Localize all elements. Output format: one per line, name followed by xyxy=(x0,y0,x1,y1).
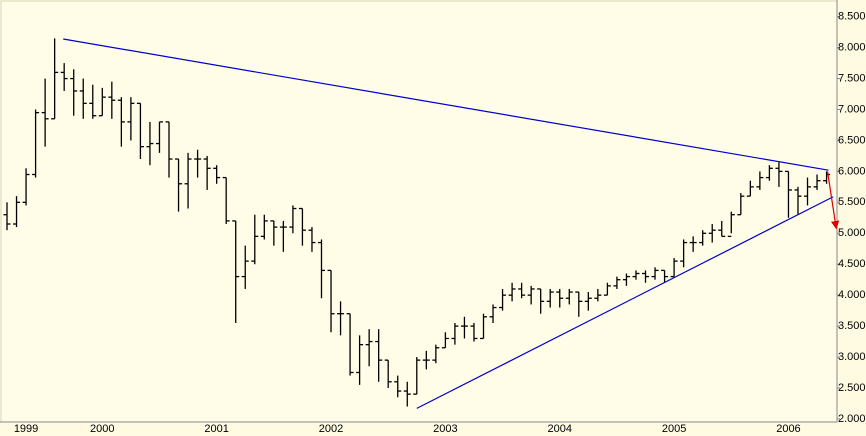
trendline xyxy=(416,196,834,409)
x-tick-label: 2000 xyxy=(90,423,114,435)
y-tick-label: 2.500 xyxy=(838,382,866,394)
y-tick-label: 6.000 xyxy=(838,165,866,177)
x-tick-label: 2003 xyxy=(433,423,457,435)
x-tick-label: 2001 xyxy=(204,423,228,435)
y-tick-label: 7.000 xyxy=(838,103,866,115)
x-tick-label: 2004 xyxy=(547,423,571,435)
y-tick-label: 8.000 xyxy=(838,42,866,54)
y-tick-label: 4.500 xyxy=(838,258,866,270)
y-tick-label: 7.500 xyxy=(838,72,866,84)
y-tick-label: 4.000 xyxy=(838,289,866,301)
trendline xyxy=(826,171,840,230)
x-tick-label: 2006 xyxy=(776,423,800,435)
trendline xyxy=(63,38,829,171)
y-tick-label: 8.500 xyxy=(838,11,866,23)
x-tick-label: 2002 xyxy=(319,423,343,435)
x-tick-label: 1999 xyxy=(14,423,38,435)
plot-area xyxy=(0,0,838,423)
y-tick-label: 6.500 xyxy=(838,134,866,146)
y-tick-label: 5.500 xyxy=(838,196,866,208)
y-tick-label: 5.000 xyxy=(838,227,866,239)
y-tick-label: 3.000 xyxy=(838,351,866,363)
y-tick-label: 3.500 xyxy=(838,320,866,332)
y-tick-label: 2.000 xyxy=(838,413,866,425)
x-tick-label: 2005 xyxy=(662,423,686,435)
